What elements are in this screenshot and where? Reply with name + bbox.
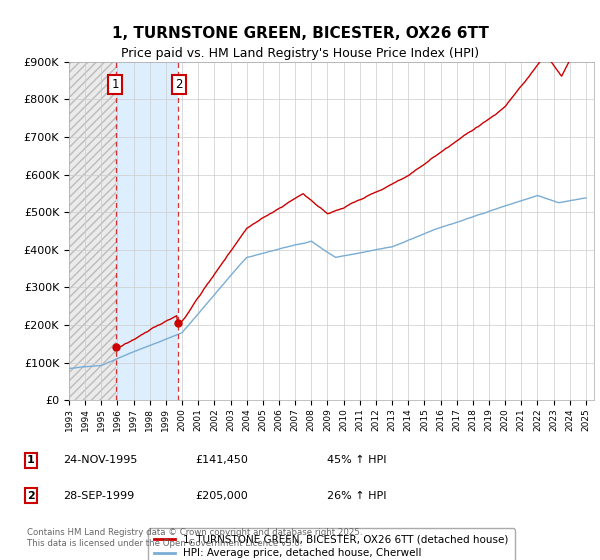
Text: Price paid vs. HM Land Registry's House Price Index (HPI): Price paid vs. HM Land Registry's House … [121,46,479,60]
Text: 45% ↑ HPI: 45% ↑ HPI [327,455,386,465]
Text: 1: 1 [27,455,35,465]
Text: 26% ↑ HPI: 26% ↑ HPI [327,491,386,501]
Text: 1: 1 [111,78,119,91]
Bar [116,62,178,400]
Text: 2: 2 [175,78,182,91]
Text: 2: 2 [27,491,35,501]
Bar [69,62,116,400]
Text: £141,450: £141,450 [195,455,248,465]
Text: Contains HM Land Registry data © Crown copyright and database right 2025.
This d: Contains HM Land Registry data © Crown c… [27,528,362,548]
Text: 24-NOV-1995: 24-NOV-1995 [63,455,137,465]
Legend: 1, TURNSTONE GREEN, BICESTER, OX26 6TT (detached house), HPI: Average price, det: 1, TURNSTONE GREEN, BICESTER, OX26 6TT (… [148,529,515,560]
Text: £205,000: £205,000 [195,491,248,501]
Text: 1, TURNSTONE GREEN, BICESTER, OX26 6TT: 1, TURNSTONE GREEN, BICESTER, OX26 6TT [112,26,488,41]
Text: 28-SEP-1999: 28-SEP-1999 [63,491,134,501]
